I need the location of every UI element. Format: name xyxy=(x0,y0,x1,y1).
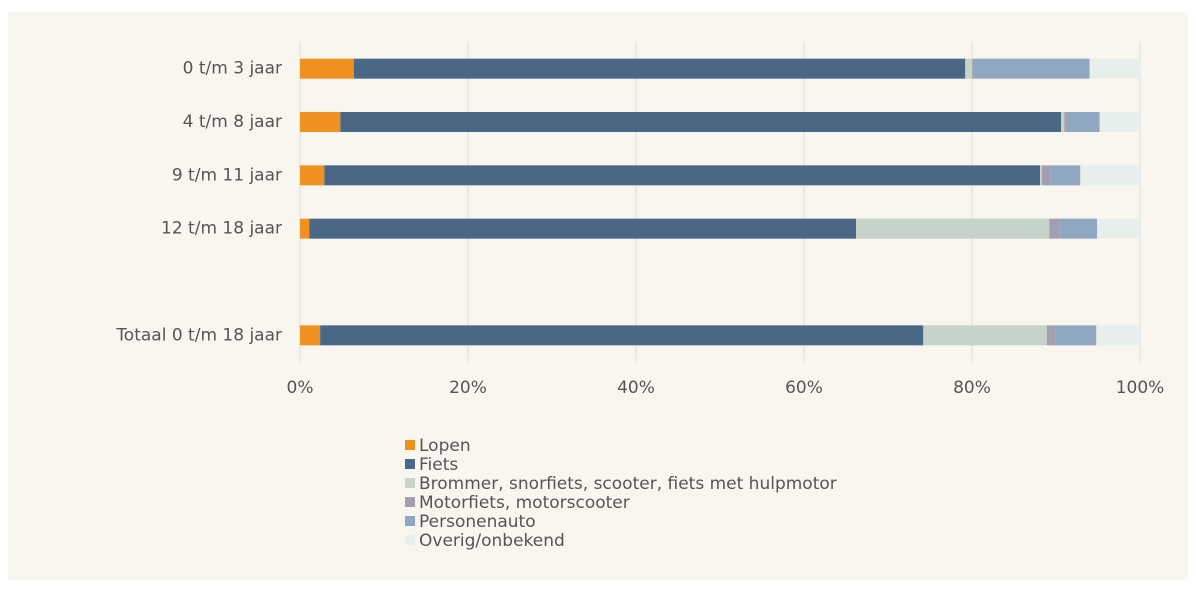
bar-segment xyxy=(972,58,973,79)
bar-segment xyxy=(1050,165,1081,186)
bar-segment xyxy=(353,58,966,79)
x-tick-label: 0% xyxy=(287,378,314,398)
bar-segment xyxy=(300,325,321,346)
bar-segment xyxy=(300,112,341,132)
legend-swatch xyxy=(405,478,415,488)
bar-segment xyxy=(1080,165,1140,186)
legend-label: Motorfiets, motorscooter xyxy=(419,493,630,513)
x-tick-label: 40% xyxy=(617,378,655,398)
legend-swatch xyxy=(405,497,415,507)
legend-label: Fiets xyxy=(419,455,458,475)
bar-segment xyxy=(300,165,325,186)
bar-segment xyxy=(1099,112,1140,132)
bar-segment xyxy=(1061,112,1065,132)
x-tick-label: 60% xyxy=(785,378,823,398)
bar-segment xyxy=(1046,325,1056,346)
bar-segment xyxy=(340,112,1062,132)
bar-segment xyxy=(972,58,1090,79)
bar-segment xyxy=(1089,58,1141,79)
legend-swatch xyxy=(405,459,415,469)
bar-segment xyxy=(1041,165,1051,186)
bar-segment xyxy=(1040,165,1042,186)
bar-segment xyxy=(965,58,972,79)
legend-swatch xyxy=(405,440,415,450)
y-tick-label: 0 t/m 3 jaar xyxy=(183,59,282,79)
bar-segment xyxy=(923,325,1047,346)
bar-segment xyxy=(1055,325,1097,346)
bar-segment xyxy=(1064,112,1067,132)
chart-background xyxy=(8,12,1188,580)
bar-segment xyxy=(1097,218,1140,239)
bar-segment xyxy=(309,218,857,239)
y-tick-label: Totaal 0 t/m 18 jaar xyxy=(115,325,282,345)
legend-label: Lopen xyxy=(419,436,471,456)
bar-segment xyxy=(300,58,354,79)
x-tick-label: 100% xyxy=(1116,378,1165,398)
y-tick-label: 9 t/m 11 jaar xyxy=(172,165,282,185)
bar-segment xyxy=(1096,325,1140,346)
bar-segment xyxy=(1059,218,1098,239)
x-tick-label: 80% xyxy=(953,378,991,398)
bar-segment xyxy=(320,325,924,346)
legend-swatch xyxy=(405,535,415,545)
bar-segment xyxy=(300,218,310,239)
legend-swatch xyxy=(405,516,415,526)
bar-segment xyxy=(324,165,1041,186)
legend-label: Personenauto xyxy=(419,512,536,532)
y-tick-label: 4 t/m 8 jaar xyxy=(183,112,282,132)
legend-label: Overig/onbekend xyxy=(419,531,565,551)
legend-label: Brommer, snorfiets, scooter, fiets met h… xyxy=(419,474,837,494)
x-tick-label: 20% xyxy=(449,378,487,398)
bar-segment xyxy=(1049,218,1060,239)
bar-segment xyxy=(1066,112,1100,132)
y-tick-label: 12 t/m 18 jaar xyxy=(161,219,282,239)
bar-segment xyxy=(856,218,1050,239)
